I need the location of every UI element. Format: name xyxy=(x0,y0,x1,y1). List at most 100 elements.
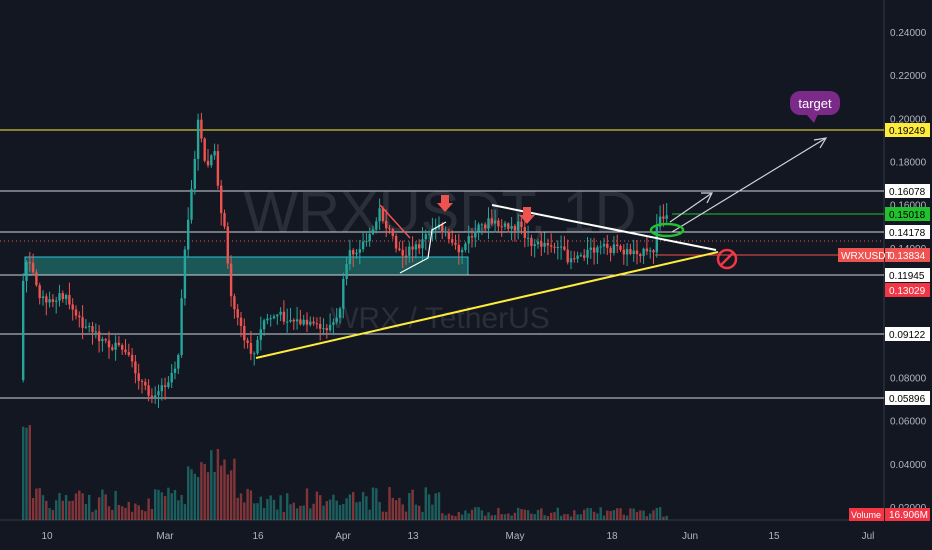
volume-bar xyxy=(180,495,183,520)
volume-bar xyxy=(246,488,249,520)
candle-body xyxy=(540,241,543,247)
svg-text:0.16078: 0.16078 xyxy=(889,187,926,198)
volume-bar xyxy=(101,489,104,520)
volume-bar xyxy=(130,511,134,520)
volume-bar xyxy=(385,511,388,520)
candle-body xyxy=(526,237,530,239)
volume-bar xyxy=(658,507,662,520)
svg-text:0.13834: 0.13834 xyxy=(889,251,926,262)
volume-bar xyxy=(55,500,58,520)
candle-body xyxy=(649,250,652,252)
candle-body xyxy=(163,385,167,387)
volume-bar xyxy=(625,515,629,520)
candle-body xyxy=(190,188,193,220)
volume-bar xyxy=(200,462,203,520)
volume-bar xyxy=(649,513,652,520)
volume-bar xyxy=(447,513,451,520)
small-red-line xyxy=(379,204,411,239)
candle-body xyxy=(398,248,401,250)
volume-bar xyxy=(342,504,345,520)
volume-bar xyxy=(616,508,619,520)
volume-bar xyxy=(431,504,434,520)
price-tag: 0.15018 xyxy=(885,207,930,221)
candle-body xyxy=(68,295,71,305)
candle-body xyxy=(111,347,114,350)
candle-body xyxy=(394,235,398,249)
volume-bar xyxy=(526,510,530,520)
candle-body xyxy=(210,155,213,166)
volume-bar xyxy=(477,507,480,520)
volume-bar xyxy=(655,507,658,520)
volume-bar xyxy=(38,488,41,520)
candle-body xyxy=(187,219,190,250)
candle-body xyxy=(279,311,282,315)
volume-bar xyxy=(507,513,510,520)
candle-body xyxy=(137,373,140,381)
candle-body xyxy=(78,315,81,318)
volume-bar xyxy=(160,492,163,520)
volume-bar xyxy=(589,508,592,520)
volume-bar xyxy=(193,473,196,520)
svg-text:Volume: Volume xyxy=(851,510,881,520)
candle-body xyxy=(22,280,25,380)
candle-body xyxy=(388,228,391,230)
volume-bar xyxy=(220,465,223,520)
volume-bar xyxy=(490,515,493,520)
volume-bar xyxy=(388,487,391,520)
candle-body xyxy=(55,300,58,302)
time-tick: 10 xyxy=(41,531,53,542)
volume-bar xyxy=(269,495,272,520)
candle-body xyxy=(470,236,474,238)
watermark-description: WRX / TetherUS xyxy=(330,302,550,335)
volume-bar xyxy=(127,501,130,520)
candle-body xyxy=(150,395,154,398)
price-tick: 0.06000 xyxy=(890,417,927,428)
price-tick: 0.16000 xyxy=(890,201,927,212)
volume-bar xyxy=(599,507,602,520)
candle-body xyxy=(91,326,94,333)
candle-body xyxy=(64,295,68,299)
candle-body xyxy=(335,317,338,323)
volume-bar xyxy=(662,516,665,520)
volume-bar xyxy=(484,515,487,520)
volume-bar xyxy=(256,503,259,520)
candle-body xyxy=(589,247,592,250)
time-axis[interactable]: 10 Mar 16 Apr 13 May 18 Jun 15 Jul xyxy=(41,531,874,542)
candle-body xyxy=(612,244,616,253)
candle-body xyxy=(51,299,55,302)
volume-bar xyxy=(421,511,424,520)
target-arrow xyxy=(671,137,828,233)
volume-bar xyxy=(163,496,167,520)
volume-bar xyxy=(177,500,180,520)
candle-body xyxy=(302,319,305,325)
volume-bar xyxy=(97,497,101,520)
candle-body xyxy=(408,246,411,256)
candle-body xyxy=(35,272,38,286)
candles xyxy=(22,112,668,408)
candle-body xyxy=(216,151,220,186)
volume-bar xyxy=(427,494,431,520)
candle-body xyxy=(454,242,457,245)
candle-body xyxy=(104,339,107,341)
volume-bar xyxy=(150,508,154,520)
volume-bar xyxy=(187,466,190,520)
volume-bar xyxy=(167,487,170,520)
volume-bar xyxy=(404,511,408,520)
time-tick: Apr xyxy=(335,531,351,542)
candle-body xyxy=(566,249,569,263)
volume-bar xyxy=(51,510,55,520)
volume-bar xyxy=(292,502,295,520)
candle-body xyxy=(418,244,421,249)
volume-bar xyxy=(510,515,513,520)
candle-body xyxy=(355,252,358,255)
volume-bar xyxy=(503,514,507,520)
volume-bar xyxy=(107,506,111,520)
volume-bar xyxy=(299,505,302,520)
candle-body xyxy=(361,241,365,250)
candle-body xyxy=(550,245,553,247)
volume-bar xyxy=(556,507,559,520)
volume-bar xyxy=(88,494,91,520)
volume-bar xyxy=(493,514,497,520)
candle-body xyxy=(523,227,526,238)
volume-bar xyxy=(533,514,536,520)
